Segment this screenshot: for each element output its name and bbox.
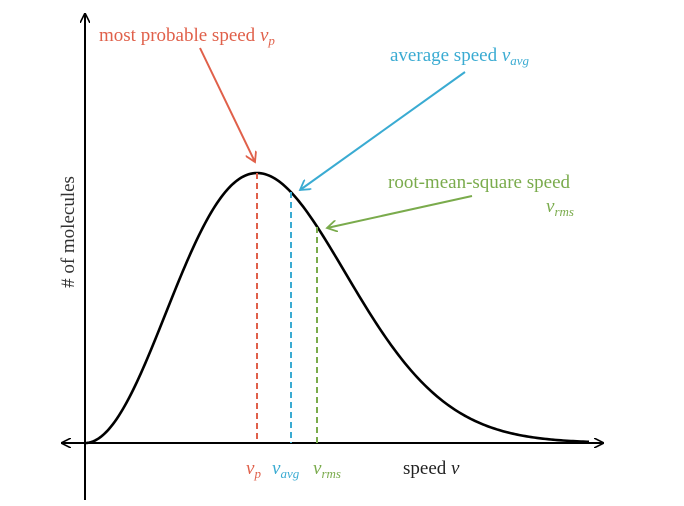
distribution-curve <box>84 171 590 445</box>
marker-subscript: rms <box>321 466 341 481</box>
vp-arrow <box>199 47 255 162</box>
vrms-arrow <box>327 195 473 228</box>
annotation-text: most probable speed <box>99 25 256 46</box>
marker-subscript: avg <box>280 466 299 481</box>
annotation-symbol: v <box>260 25 269 46</box>
marker-vrms: vrms <box>313 458 341 481</box>
annotation-vrms: root-mean-square speed vrms <box>388 172 574 219</box>
vavg-arrow <box>300 71 466 190</box>
x-label-text: speed <box>403 458 447 479</box>
marker-symbol: v <box>313 458 322 479</box>
y-axis-label: # of molecules <box>58 176 79 288</box>
marker-symbol: v <box>272 458 281 479</box>
x-label-symbol: v <box>451 458 460 479</box>
marker-symbol: v <box>246 458 255 479</box>
marker-vp: vp <box>246 458 261 481</box>
marker-vavg: vavg <box>272 458 300 481</box>
marker-subscript: p <box>253 466 261 481</box>
annotation-subscript: p <box>267 33 275 48</box>
annotation-symbol: v <box>546 196 555 217</box>
annotation-text: average speed <box>390 45 498 66</box>
annotation-subscript: rms <box>554 204 574 219</box>
annotation-subscript: avg <box>510 53 529 68</box>
annotation-vavg: average speed vavg <box>390 45 530 68</box>
annotation-text: root-mean-square speed <box>388 172 571 193</box>
annotation-symbol: v <box>502 45 511 66</box>
annotation-vp: most probable speed vp <box>99 25 275 48</box>
x-axis-label: speed v <box>403 458 460 479</box>
